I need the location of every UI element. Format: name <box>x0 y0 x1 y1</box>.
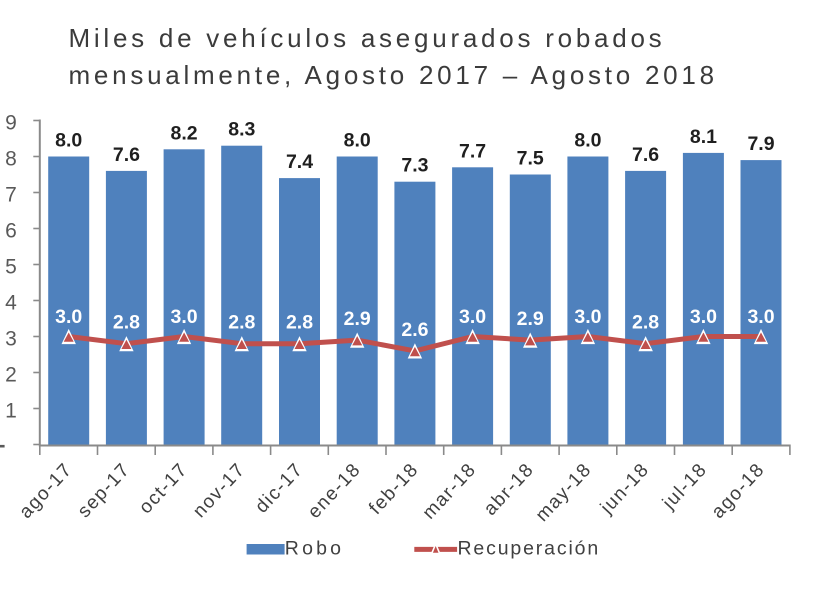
svg-text:may-18: may-18 <box>532 459 596 526</box>
svg-text:3.0: 3.0 <box>171 306 198 328</box>
svg-text:oct-17: oct-17 <box>135 459 192 518</box>
svg-text:2.6: 2.6 <box>401 319 428 341</box>
svg-text:3.0: 3.0 <box>747 306 774 328</box>
svg-text:7.7: 7.7 <box>459 140 486 162</box>
svg-text:7.3: 7.3 <box>401 155 428 177</box>
svg-text:7.9: 7.9 <box>747 133 774 155</box>
svg-text:jul-18: jul-18 <box>658 459 711 514</box>
svg-text:feb-18: feb-18 <box>365 459 423 519</box>
svg-text:jun-18: jun-18 <box>596 459 654 519</box>
svg-text:5: 5 <box>5 255 17 278</box>
svg-text:7.5: 7.5 <box>517 148 544 170</box>
svg-text:2: 2 <box>5 363 17 386</box>
svg-text:7: 7 <box>5 183 17 206</box>
svg-text:sep-17: sep-17 <box>74 459 135 522</box>
svg-text:mar-18: mar-18 <box>419 459 481 523</box>
svg-text:3.0: 3.0 <box>459 306 486 328</box>
svg-text:8.0: 8.0 <box>344 130 371 152</box>
svg-text:8.1: 8.1 <box>690 126 717 148</box>
svg-text:2.9: 2.9 <box>344 308 371 330</box>
svg-text:8.2: 8.2 <box>171 122 198 144</box>
svg-text:8: 8 <box>5 147 17 170</box>
svg-text:abr-18: abr-18 <box>480 459 539 520</box>
svg-text:2.8: 2.8 <box>228 312 255 334</box>
svg-text:dic-17: dic-17 <box>251 459 307 517</box>
svg-text:9: 9 <box>5 111 17 134</box>
svg-text:8.3: 8.3 <box>228 119 255 141</box>
svg-text:ene-18: ene-18 <box>304 459 365 523</box>
svg-text:7.6: 7.6 <box>113 144 140 166</box>
svg-text:8.0: 8.0 <box>574 130 601 152</box>
svg-text:1: 1 <box>5 399 17 422</box>
svg-text:8.0: 8.0 <box>55 130 82 152</box>
svg-text:nov-17: nov-17 <box>189 459 250 522</box>
svg-text:2.8: 2.8 <box>286 312 313 334</box>
svg-text:6: 6 <box>5 219 17 242</box>
svg-text:4: 4 <box>5 291 17 314</box>
svg-text:3: 3 <box>5 327 17 350</box>
svg-text:2.9: 2.9 <box>517 308 544 330</box>
svg-text:3.0: 3.0 <box>574 306 601 328</box>
svg-text:3.0: 3.0 <box>690 306 717 328</box>
svg-text:3.0: 3.0 <box>55 306 82 328</box>
svg-text:2.8: 2.8 <box>632 312 659 334</box>
svg-text:7.6: 7.6 <box>632 144 659 166</box>
svg-text:Robo: Robo <box>285 538 344 560</box>
svg-text:Recuperación: Recuperación <box>458 538 601 560</box>
svg-text:ago-18: ago-18 <box>708 459 769 523</box>
svg-text:2.8: 2.8 <box>113 312 140 334</box>
svg-text:7.4: 7.4 <box>286 151 313 173</box>
svg-text:ago-17: ago-17 <box>15 459 76 523</box>
